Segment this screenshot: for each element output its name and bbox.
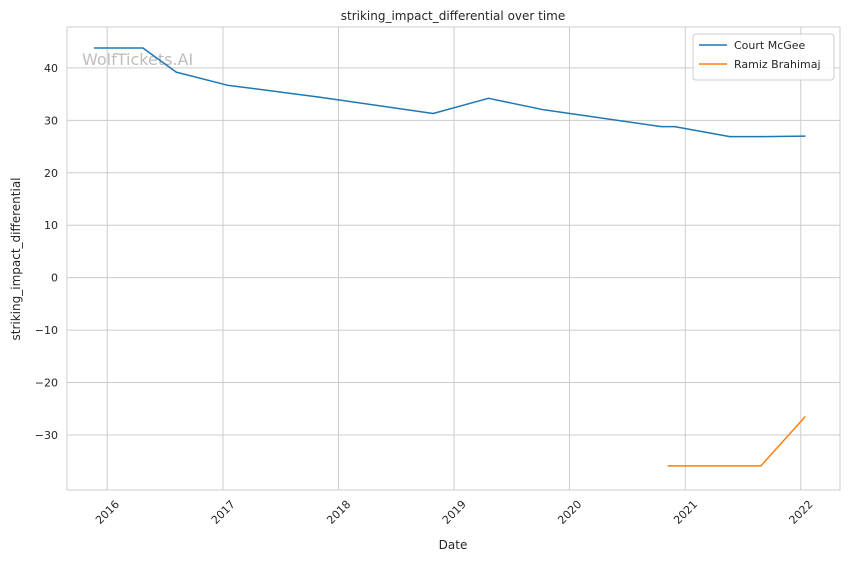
data-point: [142, 47, 144, 49]
y-tick-label: −10: [35, 324, 58, 337]
data-point: [673, 125, 676, 128]
y-tick-label: 20: [44, 167, 58, 180]
data-point: [660, 125, 663, 128]
data-point: [543, 109, 545, 111]
series-line-2: [667, 416, 806, 467]
y-axis-ticks: 40 30 20 10 0 −10 −20 −30: [35, 62, 58, 442]
data-point: [729, 135, 731, 138]
y-axis-label: striking_impact_differential: [9, 177, 23, 340]
data-point: [226, 84, 229, 87]
chart-title: striking_impact_differential over time: [341, 9, 566, 23]
data-point: [762, 135, 764, 138]
data-point: [487, 97, 490, 100]
data-point: [804, 415, 806, 418]
x-tick-label: 2022: [787, 498, 816, 527]
y-tick-label: 0: [51, 272, 58, 285]
data-point: [319, 96, 321, 99]
y-tick-label: 30: [44, 114, 58, 127]
x-tick-label: 2018: [324, 498, 353, 527]
x-tick-label: 2020: [555, 498, 584, 527]
legend-box: [692, 33, 835, 81]
data-point: [93, 47, 96, 49]
legend-label-2: Ramiz Brahimaj: [734, 58, 821, 71]
data-point: [804, 135, 806, 137]
x-tick-label: 2017: [209, 498, 238, 527]
watermark: WolfTickets.AI: [82, 50, 193, 69]
x-tick-label: 2016: [93, 498, 122, 527]
data-point: [432, 112, 434, 115]
x-tick-label: 2019: [440, 498, 469, 527]
legend-label-1: Court McGee: [734, 39, 806, 52]
grid: [67, 27, 840, 490]
series-line-1: [94, 47, 806, 138]
y-tick-label: −20: [35, 377, 58, 390]
y-tick-label: 40: [44, 62, 58, 75]
x-axis-ticks: 2016 2017 2018 2019 2020 2021 2022: [93, 498, 816, 527]
data-point: [667, 465, 669, 467]
x-tick-label: 2021: [671, 498, 700, 527]
x-axis-label: Date: [439, 538, 468, 552]
y-tick-label: −30: [35, 429, 58, 442]
data-point: [760, 465, 762, 467]
series-layer: [93, 47, 806, 467]
data-point: [175, 71, 177, 73]
y-tick-label: 10: [44, 219, 58, 232]
legend: Court McGee Ramiz Brahimaj: [692, 33, 835, 81]
